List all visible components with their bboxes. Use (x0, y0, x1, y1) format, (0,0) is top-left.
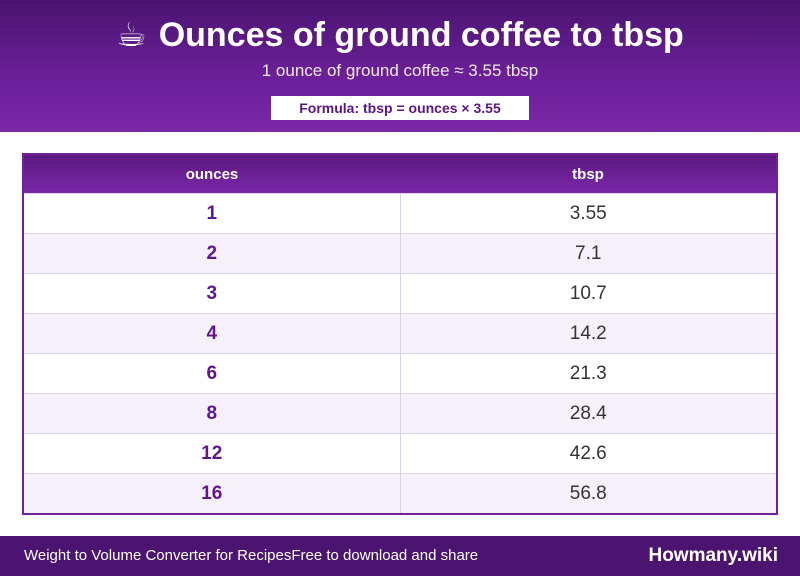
table-row: 12 42.6 (24, 433, 776, 474)
table-row: 1 3.55 (24, 193, 776, 234)
ounces-cell: 8 (24, 393, 401, 434)
page-title: ☕ Ounces of ground coffee to tbsp (0, 14, 800, 56)
tbsp-cell: 21.3 (400, 353, 776, 394)
page-footer: Weight to Volume Converter for RecipesFr… (0, 536, 800, 576)
footer-converter-label: Weight to Volume Converter for Recipes (24, 547, 292, 564)
ounces-cell: 3 (24, 273, 401, 314)
column-header-tbsp: tbsp (400, 155, 776, 194)
ounces-cell: 16 (24, 473, 401, 513)
ounces-cell: 6 (24, 353, 401, 394)
ounces-cell: 2 (24, 233, 401, 274)
table-row: 2 7.1 (24, 233, 776, 274)
page-subtitle: 1 ounce of ground coffee ≈ 3.55 tbsp (261, 61, 539, 80)
tbsp-cell: 10.7 (400, 273, 776, 314)
table-row: 3 10.7 (24, 273, 776, 314)
table-row: 16 56.8 (24, 473, 776, 513)
page-title-text: Ounces of ground coffee to tbsp (158, 16, 684, 54)
tbsp-cell: 7.1 (400, 233, 776, 274)
column-header-ounces: ounces (24, 155, 400, 194)
conversion-table: ounces tbsp 1 3.55 2 7.1 3 10.7 4 14.2 6 (22, 153, 778, 515)
tbsp-cell: 14.2 (400, 313, 776, 354)
footer-brand: Howmany.wiki (648, 545, 778, 566)
tbsp-cell: 42.6 (400, 433, 776, 474)
page-header: ☕ Ounces of ground coffee to tbsp 1 ounce… (0, 0, 800, 132)
formula-badge: Formula: tbsp = ounces × 3.55 (271, 96, 529, 120)
ounces-cell: 1 (24, 193, 401, 234)
table-row: 8 28.4 (24, 393, 776, 434)
ounces-cell: 4 (24, 313, 401, 354)
tbsp-cell: 3.55 (400, 193, 776, 234)
footer-share-label: Free to download and share (291, 547, 479, 564)
ounces-cell: 12 (24, 433, 401, 474)
table-row: 4 14.2 (24, 313, 776, 354)
table-header-row: ounces tbsp (24, 155, 776, 194)
table-row: 6 21.3 (24, 353, 776, 394)
footer-description: Weight to Volume Converter for RecipesFr… (24, 536, 478, 576)
tbsp-cell: 56.8 (400, 473, 776, 513)
coffee-cup-icon: ☕ (116, 16, 147, 54)
tbsp-cell: 28.4 (400, 393, 776, 434)
